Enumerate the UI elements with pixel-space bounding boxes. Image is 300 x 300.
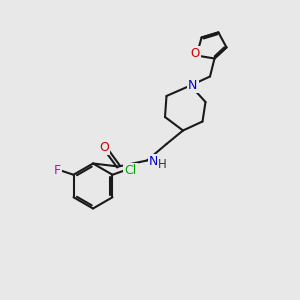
- Text: Cl: Cl: [124, 164, 136, 177]
- Text: F: F: [53, 164, 61, 177]
- Text: H: H: [158, 158, 167, 171]
- Text: O: O: [190, 47, 200, 61]
- Text: N: N: [149, 155, 158, 169]
- Text: O: O: [99, 141, 109, 154]
- Text: N: N: [188, 79, 197, 92]
